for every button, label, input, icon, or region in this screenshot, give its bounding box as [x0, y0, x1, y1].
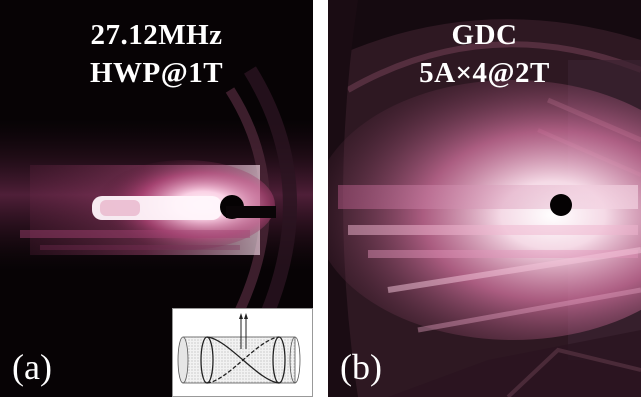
- plasma-photo-b: [328, 0, 641, 397]
- photo-panel-b: GDC 5A×4@2T (b): [328, 0, 641, 397]
- plasma-photo-a: [0, 0, 313, 397]
- panel-b-title-line2: 5A×4@2T: [419, 57, 550, 89]
- panel-a-title-line1: 27.12MHz: [90, 19, 223, 51]
- panel-b-title-line1: GDC: [451, 19, 518, 51]
- helical-antenna-icon: [177, 313, 301, 384]
- photo-panel-a: 27.12MHz HWP@1T (a): [0, 0, 313, 397]
- panel-a-label: (a): [12, 347, 52, 387]
- helical-antenna-inset: [172, 308, 313, 397]
- panel-a-title-line2: HWP@1T: [89, 57, 224, 89]
- panel-b-label: (b): [340, 347, 382, 387]
